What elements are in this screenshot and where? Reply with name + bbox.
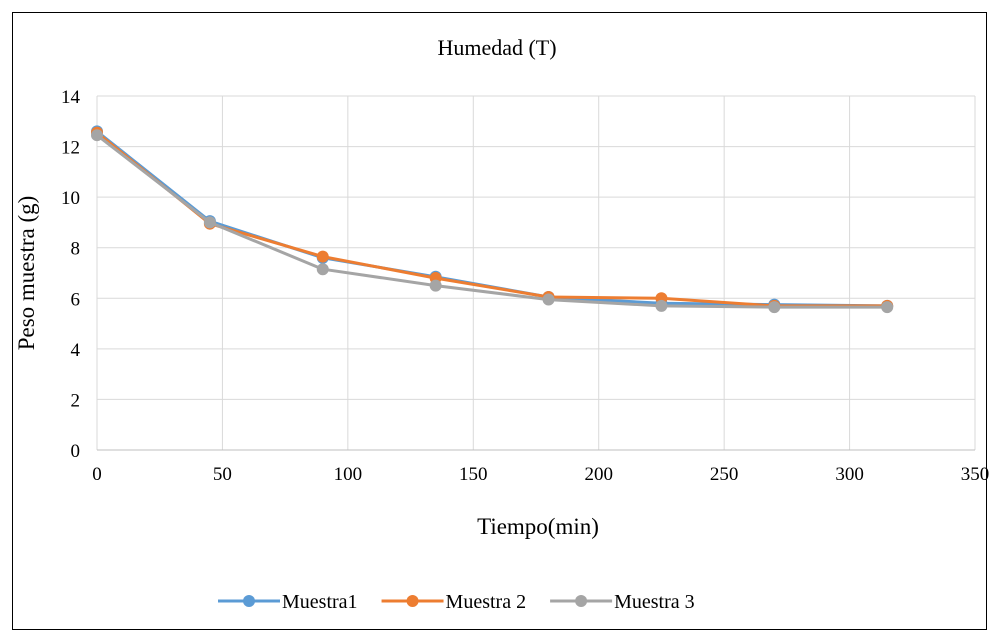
- legend-swatch-marker: [406, 595, 419, 607]
- legend-label: Muestra 2: [446, 591, 527, 613]
- y-axis-title: Peso muestra (g): [14, 196, 39, 351]
- chart-title: Humedad (T): [437, 35, 556, 60]
- y-tick-label: 14: [61, 87, 81, 108]
- x-axis-title: Tiempo(min): [477, 514, 599, 539]
- data-point: [542, 293, 555, 306]
- x-tick-label: 300: [835, 464, 864, 485]
- y-tick-label: 8: [71, 239, 81, 260]
- chart-frame: [12, 12, 987, 630]
- legend-swatch-marker: [575, 595, 588, 607]
- x-tick-label: 250: [710, 464, 739, 485]
- series-3: [91, 129, 894, 314]
- y-tick-label: 0: [71, 441, 81, 462]
- y-tick-label: 2: [71, 390, 81, 411]
- legend-item-2: Muestra 2: [381, 591, 527, 613]
- series-line-1: [96, 130, 888, 308]
- legend-label: Muestra 3: [614, 591, 695, 613]
- data-point: [316, 250, 329, 263]
- y-tick-label: 10: [61, 188, 80, 209]
- y-tick-label: 12: [61, 138, 80, 159]
- data-point: [429, 279, 442, 292]
- data-point: [881, 301, 894, 314]
- x-tick-label: 0: [92, 464, 102, 485]
- x-tick-label: 50: [213, 464, 232, 485]
- legend-item-3: Muestra 3: [550, 591, 695, 613]
- x-tick-label: 150: [459, 464, 488, 485]
- legend-label: Muestra1: [282, 591, 358, 613]
- legend-swatch-marker: [243, 595, 255, 607]
- data-point: [203, 216, 216, 229]
- data-point: [768, 301, 781, 314]
- y-tick-label: 4: [71, 340, 81, 361]
- data-point: [655, 299, 668, 312]
- x-tick-label: 200: [584, 464, 613, 485]
- x-tick-label: 350: [961, 464, 990, 485]
- x-tick-label: 100: [334, 464, 363, 485]
- data-point: [316, 263, 329, 276]
- legend-item-1: Muestra1: [218, 591, 358, 613]
- series-line-3: [96, 134, 888, 309]
- data-point: [91, 129, 103, 142]
- y-tick-label: 6: [71, 289, 81, 310]
